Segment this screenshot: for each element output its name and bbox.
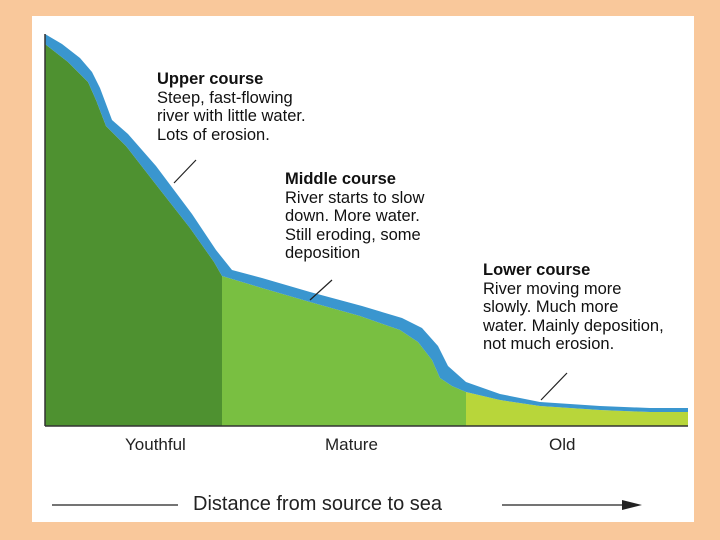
- youthful-land: [45, 44, 222, 426]
- lower-course-description: River moving more slowly. Much more wate…: [483, 279, 664, 354]
- upper-course-annotation: Upper course Steep, fast-flowing river w…: [157, 70, 306, 144]
- x-axis-title: Distance from source to sea: [193, 493, 442, 515]
- arrow-head-icon: [622, 500, 642, 510]
- stage-label-youthful: Youthful: [125, 435, 186, 454]
- stage-label-mature: Mature: [325, 435, 378, 454]
- lower-course-title: Lower course: [483, 261, 591, 279]
- middle-course-title: Middle course: [285, 170, 396, 188]
- stage-label-old: Old: [549, 435, 576, 454]
- middle-course-annotation: Middle course River starts to slow down.…: [285, 170, 424, 263]
- middle-course-description: River starts to slow down. More water. S…: [285, 188, 425, 263]
- old-land: [466, 392, 688, 426]
- lower-leader-line: [540, 372, 568, 401]
- upper-course-description: Steep, fast-flowing river with little wa…: [157, 88, 306, 144]
- lower-course-annotation: Lower course River moving more slowly. M…: [483, 261, 664, 354]
- middle-leader-line: [309, 279, 333, 301]
- upper-course-title: Upper course: [157, 70, 264, 88]
- mature-land: [222, 276, 466, 426]
- upper-leader-line: [173, 159, 197, 184]
